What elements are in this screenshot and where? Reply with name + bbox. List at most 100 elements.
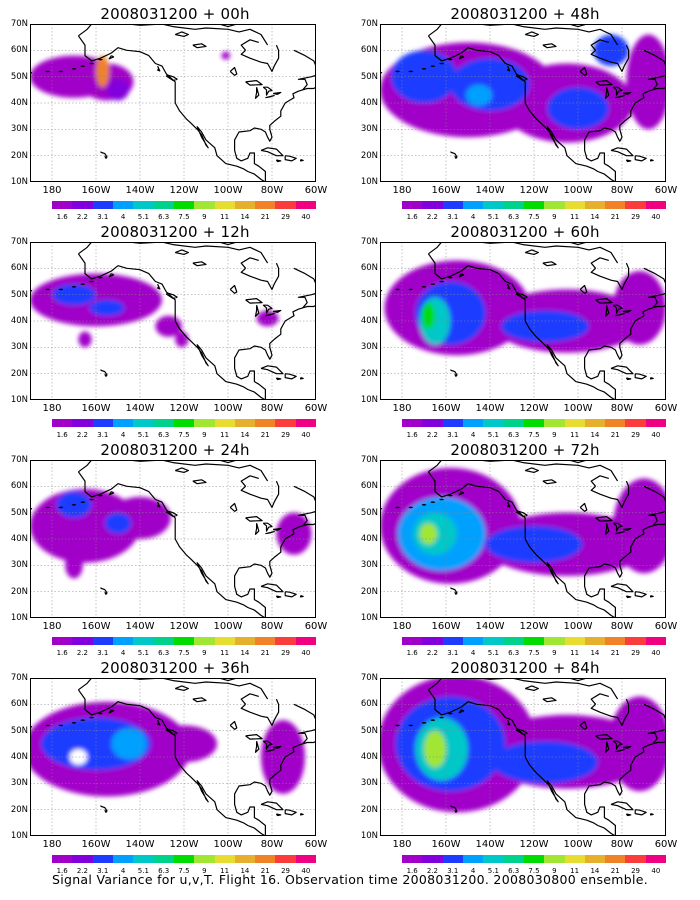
longitude-label: 140W — [475, 185, 505, 196]
colorbar-swatch — [295, 419, 317, 427]
colorbar-label: 2.2 — [76, 213, 89, 221]
longitude-label: 120W — [169, 621, 199, 632]
colorbar-label: 3.1 — [447, 213, 459, 221]
variance-contour — [221, 51, 231, 60]
colorbar-swatch — [173, 419, 195, 427]
colorbar-label: 1.6 — [56, 649, 68, 657]
colorbar-label: 4 — [470, 213, 476, 221]
colorbar-label: 9 — [552, 649, 557, 657]
longitude-label: 140W — [125, 185, 155, 196]
variance-map — [30, 242, 316, 400]
latitude-label: 40N — [10, 534, 28, 544]
colorbar-label: 21 — [260, 431, 270, 439]
coastline — [380, 678, 666, 836]
colorbar-swatch — [422, 419, 443, 427]
colorbar-label: 14 — [240, 867, 250, 875]
colorbar-label: 2.2 — [76, 649, 89, 657]
longitude-label: 120W — [169, 839, 199, 850]
longitude-label: 180 — [392, 839, 412, 850]
colorbar-label: 6.3 — [508, 213, 520, 221]
longitude-label: 160W — [81, 185, 111, 196]
colorbar-swatch — [605, 419, 626, 427]
colorbar-label: 4 — [120, 431, 126, 439]
longitude-label: 80W — [610, 403, 634, 414]
panel-title: 2008031200 + 00h — [100, 5, 250, 23]
latitude-label: 10N — [10, 613, 28, 623]
colorbar-label: 9 — [202, 649, 207, 657]
latitude-label: 40N — [10, 752, 28, 762]
colorbar-swatch — [402, 419, 423, 427]
longitude-label: 60W — [654, 621, 678, 632]
colorbar-label: 2.2 — [426, 649, 439, 657]
colorbar-swatch — [503, 855, 524, 863]
variance-contour — [465, 84, 493, 106]
longitude-label: 140W — [475, 403, 505, 414]
coastline — [30, 242, 316, 400]
colorbar-swatch — [92, 855, 113, 863]
longitude-label: 160W — [431, 403, 461, 414]
colorbar-label: 1.6 — [56, 213, 68, 221]
colorbar-swatch — [462, 855, 484, 863]
variance-contour — [501, 310, 589, 343]
map-frame — [380, 24, 666, 182]
latitude-label: 10N — [360, 395, 378, 405]
colorbar-label: 14 — [240, 213, 250, 221]
colorbar-swatch — [92, 419, 113, 427]
colorbar-label: 5.1 — [137, 431, 149, 439]
colorbar-swatch — [255, 419, 276, 427]
latitude-label: 30N — [10, 778, 28, 789]
colorbar-swatch — [402, 855, 423, 863]
longitude-label: 80W — [260, 403, 284, 414]
latitude-label: 20N — [360, 150, 378, 161]
longitude-label: 180 — [392, 621, 412, 632]
colorbar-swatch — [112, 855, 134, 863]
colorbar-label: 2.2 — [426, 867, 439, 875]
colorbar-swatch — [625, 201, 646, 209]
latitude-label: 50N — [10, 507, 28, 518]
panel-title: 2008031200 + 36h — [100, 659, 250, 677]
colorbar-swatch — [462, 419, 484, 427]
variance-contour — [492, 741, 598, 784]
longitude-label: 80W — [260, 839, 284, 850]
latitude-label: 50N — [10, 71, 28, 82]
colorbar-swatch — [72, 637, 93, 645]
map-frame — [380, 460, 666, 618]
longitude-label: 60W — [654, 185, 678, 196]
colorbar-label: 5.1 — [137, 867, 149, 875]
colorbar — [402, 201, 667, 211]
colorbar-swatch — [153, 201, 174, 209]
longitude-label: 60W — [304, 839, 328, 850]
latitude-label: 60N — [10, 263, 28, 274]
map-panel: 2008031200 + 12h 10N 20N 30N 40N 50N 60N 70N 180… — [0, 223, 340, 439]
longitude-label: 140W — [125, 621, 155, 632]
colorbar-swatch — [402, 201, 423, 209]
colorbar-label: 4 — [120, 867, 126, 875]
latitude-label: 70N — [10, 455, 28, 465]
colorbar-label: 4 — [120, 649, 126, 657]
colorbar-label: 40 — [651, 649, 661, 657]
variance-contour — [424, 730, 446, 768]
map-frame — [30, 242, 316, 400]
colorbar-label: 11 — [570, 649, 580, 657]
colorbar-swatch — [153, 855, 174, 863]
colorbar-label: 3.1 — [97, 649, 109, 657]
colorbar-swatch — [133, 637, 154, 645]
colorbar-swatch — [234, 419, 256, 427]
colorbar-swatch — [275, 637, 296, 645]
latitude-label: 70N — [360, 19, 378, 29]
colorbar-label: 29 — [631, 431, 640, 439]
colorbar-label: 2.2 — [426, 431, 439, 439]
latitude-label: 10N — [360, 613, 378, 623]
colorbar-swatch — [52, 855, 73, 863]
colorbar-swatch — [173, 637, 195, 645]
map-frame — [30, 24, 316, 182]
variance-contour — [151, 725, 217, 763]
latitude-label: 30N — [360, 124, 378, 135]
colorbar — [402, 855, 667, 865]
colorbar-swatch — [234, 201, 256, 209]
colorbar-swatch — [194, 419, 215, 427]
colorbar-label: 14 — [240, 649, 250, 657]
colorbar-swatch — [645, 201, 667, 209]
map-panel: 2008031200 + 60h 10N 20N 30N 40N 50N 60N 70N 180… — [350, 223, 690, 439]
latitude-label: 30N — [360, 560, 378, 571]
